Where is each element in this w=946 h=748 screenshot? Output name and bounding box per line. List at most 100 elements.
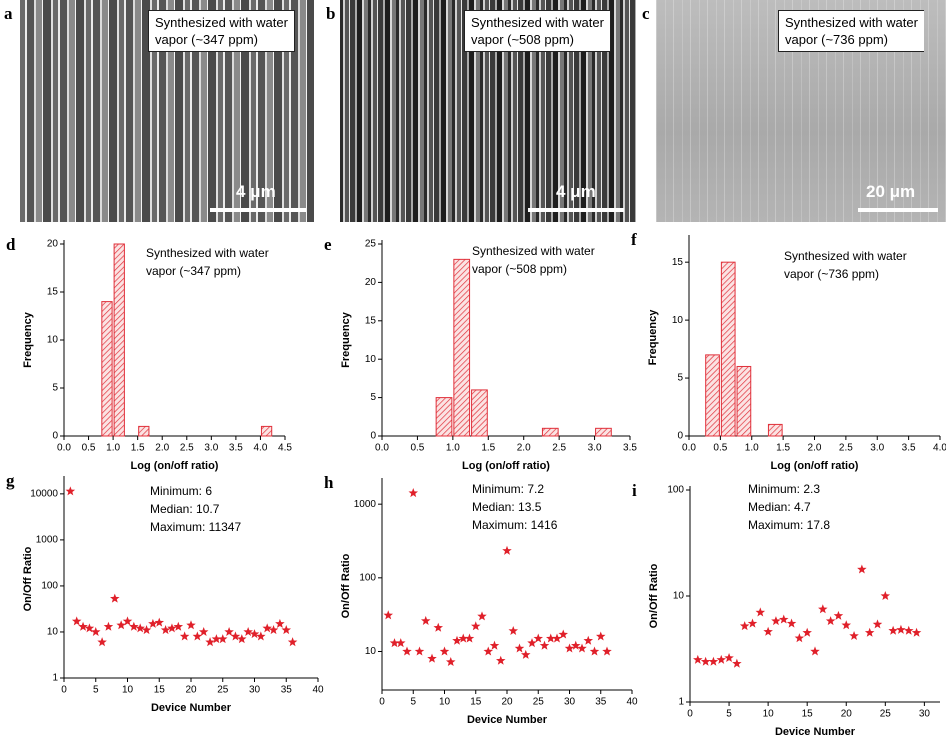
point bbox=[778, 614, 789, 624]
x-tick-label: 1.0 bbox=[745, 443, 759, 454]
point bbox=[173, 621, 184, 631]
x-tick-label: 20 bbox=[841, 709, 853, 720]
x-tick-label: 0.5 bbox=[713, 443, 727, 454]
point bbox=[90, 626, 101, 637]
y-tick-label: 10 bbox=[673, 591, 685, 602]
point bbox=[464, 633, 475, 643]
point bbox=[508, 625, 519, 635]
y-tick-label: 1000 bbox=[36, 535, 59, 546]
y-tick-label: 10 bbox=[365, 354, 377, 365]
point bbox=[211, 634, 222, 644]
point bbox=[154, 617, 165, 627]
x-tick-label: 1.5 bbox=[776, 443, 790, 454]
x-tick-label: 3.0 bbox=[870, 443, 884, 454]
x-tick-label: 2.5 bbox=[180, 443, 194, 454]
point bbox=[116, 620, 126, 630]
x-tick-label: 20 bbox=[501, 697, 513, 708]
x-tick-label: 4.0 bbox=[253, 443, 267, 454]
point bbox=[217, 634, 228, 644]
x-tick-label: 25 bbox=[217, 685, 229, 696]
x-tick-label: 15 bbox=[154, 685, 166, 696]
point bbox=[420, 615, 431, 625]
point bbox=[739, 621, 750, 631]
point bbox=[570, 640, 581, 650]
point bbox=[595, 631, 606, 641]
point bbox=[577, 643, 587, 653]
x-tick-label: 20 bbox=[185, 685, 197, 696]
panel-letter: e bbox=[324, 235, 332, 254]
y-tick-label: 25 bbox=[365, 239, 377, 250]
point bbox=[408, 488, 419, 498]
x-tick-label: 10 bbox=[122, 685, 134, 696]
x-tick-label: 25 bbox=[533, 697, 545, 708]
point bbox=[732, 658, 742, 668]
y-tick-label: 0 bbox=[52, 431, 58, 442]
point bbox=[84, 623, 95, 633]
point bbox=[427, 653, 437, 663]
point bbox=[833, 610, 844, 620]
y-tick-label: 100 bbox=[359, 572, 376, 583]
point bbox=[771, 616, 781, 626]
point bbox=[186, 620, 196, 630]
point bbox=[849, 630, 859, 640]
x-tick-label: 3.5 bbox=[902, 443, 916, 454]
point bbox=[708, 656, 719, 666]
x-tick-label: 0 bbox=[687, 709, 693, 720]
point bbox=[747, 618, 758, 628]
point bbox=[71, 616, 82, 626]
x-tick-label: 35 bbox=[595, 697, 607, 708]
point bbox=[810, 646, 820, 656]
y-tick-label: 15 bbox=[365, 315, 377, 326]
x-axis-label: Device Number bbox=[775, 726, 856, 738]
y-axis-label: On/Off Ratio bbox=[22, 546, 34, 611]
caption-line: vapor (~347 ppm) bbox=[155, 32, 258, 47]
point bbox=[818, 604, 828, 614]
histogram-bar bbox=[595, 427, 612, 437]
point bbox=[281, 625, 292, 635]
y-tick-label: 5 bbox=[677, 373, 683, 384]
y-axis-label: Frequency bbox=[22, 311, 34, 368]
annotation: vapor (~347 ppm) bbox=[146, 264, 241, 278]
point bbox=[825, 616, 836, 626]
point bbox=[724, 653, 734, 663]
point bbox=[262, 623, 272, 633]
x-axis-label: Log (on/off ratio) bbox=[771, 460, 859, 472]
point bbox=[558, 629, 569, 639]
point bbox=[903, 625, 914, 635]
point bbox=[583, 635, 594, 645]
caption-line: Synthesized with water bbox=[155, 15, 288, 30]
annotation: Maximum: 11347 bbox=[150, 520, 241, 534]
point bbox=[470, 621, 481, 631]
panel-letter: f bbox=[631, 230, 637, 249]
x-tick-label: 1.5 bbox=[131, 443, 145, 454]
point bbox=[192, 631, 203, 641]
annotation: Synthesized with water bbox=[146, 246, 269, 260]
annotation: Minimum: 6 bbox=[150, 484, 212, 498]
image-caption: Synthesized with water vapor (~347 ppm) bbox=[148, 10, 295, 52]
point bbox=[693, 654, 703, 664]
caption-line: vapor (~736 ppm) bbox=[785, 32, 888, 47]
point bbox=[794, 633, 805, 643]
y-tick-label: 20 bbox=[47, 239, 59, 250]
point bbox=[230, 631, 241, 641]
x-tick-label: 0.0 bbox=[375, 443, 389, 454]
x-tick-label: 2.5 bbox=[839, 443, 853, 454]
point bbox=[256, 631, 266, 641]
x-axis-label: Log (on/off ratio) bbox=[462, 460, 550, 472]
point bbox=[395, 638, 406, 648]
point bbox=[243, 626, 253, 637]
y-tick-label: 1 bbox=[678, 697, 684, 708]
panel-letter: c bbox=[642, 4, 650, 23]
y-tick-label: 20 bbox=[365, 277, 377, 288]
annotation: Synthesized with water bbox=[784, 249, 907, 263]
x-tick-label: 1.5 bbox=[481, 443, 495, 454]
point bbox=[65, 486, 76, 496]
point bbox=[841, 620, 852, 630]
annotation: Median: 4.7 bbox=[748, 500, 811, 514]
x-tick-label: 0.0 bbox=[682, 443, 696, 454]
x-tick-label: 2.0 bbox=[517, 443, 531, 454]
histogram-bar bbox=[767, 423, 783, 437]
histogram-bar bbox=[260, 425, 273, 437]
x-tick-label: 3.0 bbox=[204, 443, 218, 454]
x-tick-label: 3.5 bbox=[229, 443, 243, 454]
